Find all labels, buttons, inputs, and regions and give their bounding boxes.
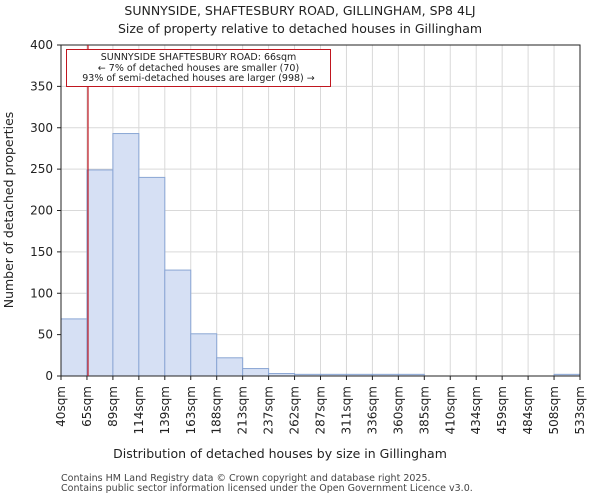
x-tick-label: 484sqm (521, 386, 535, 434)
x-tick-label: 40sqm (54, 386, 68, 427)
x-tick-label: 89sqm (106, 386, 120, 427)
x-tick-label: 287sqm (314, 386, 328, 434)
annotation-line-1: SUNNYSIDE SHAFTESBURY ROAD: 66sqm (100, 52, 297, 63)
y-tick-label: 300 (30, 121, 53, 135)
x-tick-label: 114sqm (132, 386, 146, 434)
y-axis-ticks: 0 50 100 150 200 250 300 350 400 (30, 38, 61, 383)
x-tick-label: 360sqm (391, 386, 405, 434)
x-tick-label: 139sqm (158, 386, 172, 434)
x-tick-label: 434sqm (469, 386, 483, 434)
x-tick-label: 213sqm (236, 386, 250, 434)
x-tick-label: 163sqm (184, 386, 198, 434)
x-axis-ticks: 40sqm 65sqm 89sqm 114sqm 139sqm 163sqm 188sqm 2… (54, 376, 587, 434)
plot-frame (60, 44, 581, 377)
x-tick-label: 459sqm (495, 386, 509, 434)
bar (216, 357, 244, 377)
x-tick-label: 533sqm (573, 386, 587, 434)
annotation-box: SUNNYSIDE SHAFTESBURY ROAD: 66sqm ← 7% o… (66, 49, 331, 87)
footer-line-1: Contains HM Land Registry data © Crown c… (61, 473, 431, 484)
annotation-line-2: ← 7% of detached houses are smaller (70) (97, 62, 300, 74)
x-tick-label: 65sqm (80, 386, 94, 427)
bar (164, 269, 192, 377)
x-tick-label: 311sqm (339, 386, 353, 434)
x-tick-label: 385sqm (417, 386, 431, 434)
y-tick-label: 100 (30, 286, 53, 300)
x-tick-label: 188sqm (210, 386, 224, 434)
y-tick-label: 0 (45, 369, 53, 383)
chart-subtitle: Size of property relative to detached ho… (118, 21, 482, 36)
bar (60, 318, 88, 377)
y-tick-label: 150 (30, 245, 53, 259)
y-tick-label: 50 (38, 328, 53, 342)
bar (242, 368, 270, 377)
footer-line-2: Contains public sector information licen… (61, 483, 473, 494)
y-tick-label: 250 (30, 162, 53, 176)
bar (86, 169, 114, 377)
y-tick-label: 200 (30, 204, 53, 218)
bar (112, 133, 140, 377)
x-tick-label: 262sqm (288, 386, 302, 434)
x-tick-label: 410sqm (443, 386, 457, 434)
y-tick-label: 350 (30, 79, 53, 93)
chart-title: SUNNYSIDE, SHAFTESBURY ROAD, GILLINGHAM,… (124, 3, 475, 18)
annotation-line-3: 93% of semi-detached houses are larger (… (82, 73, 315, 84)
y-tick-label: 400 (30, 38, 53, 52)
y-axis-label: Number of detached properties (1, 112, 16, 309)
x-tick-label: 508sqm (547, 386, 561, 434)
bar (138, 176, 166, 377)
bar (190, 333, 218, 377)
x-axis-label: Distribution of detached houses by size … (113, 446, 447, 461)
x-tick-label: 237sqm (262, 386, 276, 434)
x-tick-label: 336sqm (365, 386, 379, 434)
